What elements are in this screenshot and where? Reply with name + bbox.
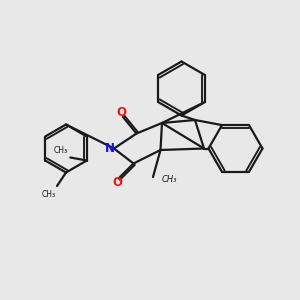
Text: CH₃: CH₃ [54,146,68,155]
Text: O: O [112,176,122,190]
Text: O: O [116,106,127,119]
Text: CH₃: CH₃ [41,190,56,199]
Text: CH₃: CH₃ [161,175,177,184]
Text: N: N [104,142,115,155]
